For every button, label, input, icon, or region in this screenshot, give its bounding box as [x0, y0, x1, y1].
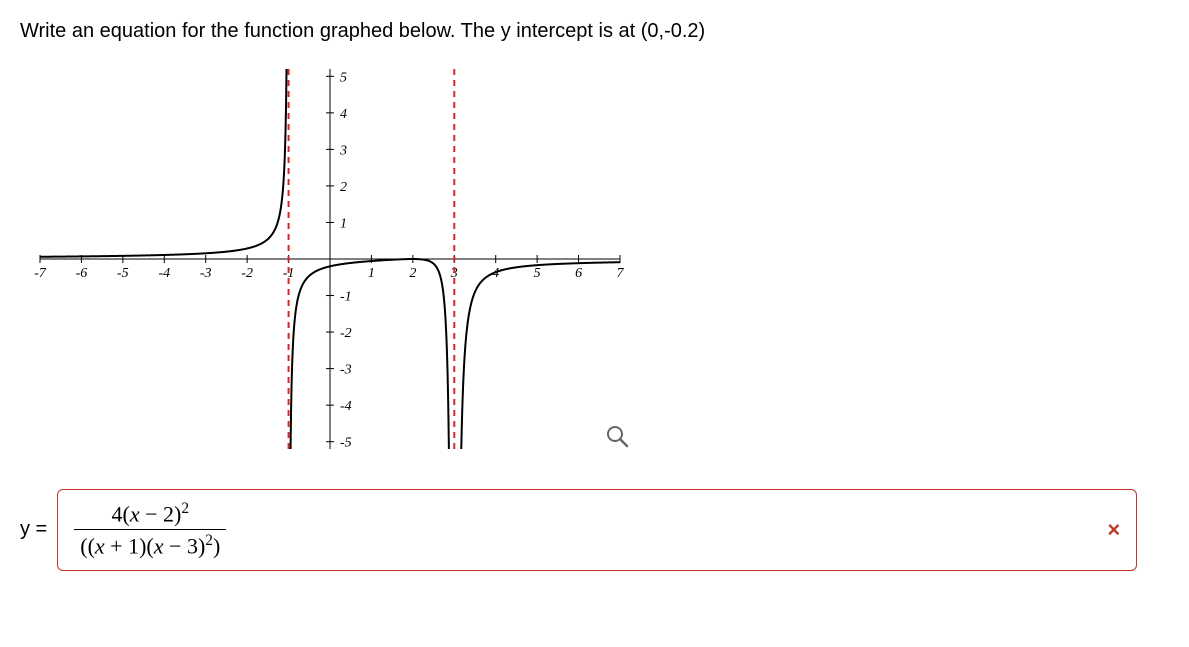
svg-text:-2: -2 — [340, 326, 352, 341]
svg-text:-3: -3 — [200, 266, 212, 281]
answer-expression: 4(x − 2)2 ((x + 1)(x − 3)2) — [74, 500, 226, 560]
svg-text:-5: -5 — [340, 436, 352, 451]
svg-text:-7: -7 — [34, 266, 47, 281]
svg-text:2: 2 — [340, 180, 347, 195]
svg-text:3: 3 — [339, 143, 347, 158]
incorrect-icon: × — [1107, 517, 1120, 543]
svg-text:-4: -4 — [340, 399, 352, 414]
answer-denominator: ((x + 1)(x − 3)2) — [74, 529, 226, 559]
svg-text:4: 4 — [340, 107, 347, 122]
svg-text:5: 5 — [534, 266, 541, 281]
svg-text:-2: -2 — [241, 266, 253, 281]
svg-text:-3: -3 — [340, 363, 352, 378]
answer-input-box[interactable]: 4(x − 2)2 ((x + 1)(x − 3)2) × — [57, 489, 1137, 571]
svg-text:2: 2 — [409, 266, 416, 281]
svg-text:-6: -6 — [76, 266, 88, 281]
svg-text:1: 1 — [340, 216, 347, 231]
svg-text:5: 5 — [340, 70, 347, 85]
svg-text:7: 7 — [617, 266, 625, 281]
svg-text:1: 1 — [368, 266, 375, 281]
svg-text:-5: -5 — [117, 266, 129, 281]
svg-text:6: 6 — [575, 266, 582, 281]
svg-text:-4: -4 — [158, 266, 170, 281]
magnify-icon[interactable] — [604, 423, 630, 449]
question-text: Write an equation for the function graph… — [20, 20, 1169, 43]
function-graph: -7-6-5-4-3-2-1123456754321-1-2-3-4-5 — [20, 59, 640, 459]
answer-numerator: 4(x − 2)2 — [74, 500, 226, 529]
answer-row: y = 4(x − 2)2 ((x + 1)(x − 3)2) × — [20, 489, 1169, 571]
svg-text:-1: -1 — [340, 290, 352, 305]
answer-label: y = — [20, 518, 47, 541]
